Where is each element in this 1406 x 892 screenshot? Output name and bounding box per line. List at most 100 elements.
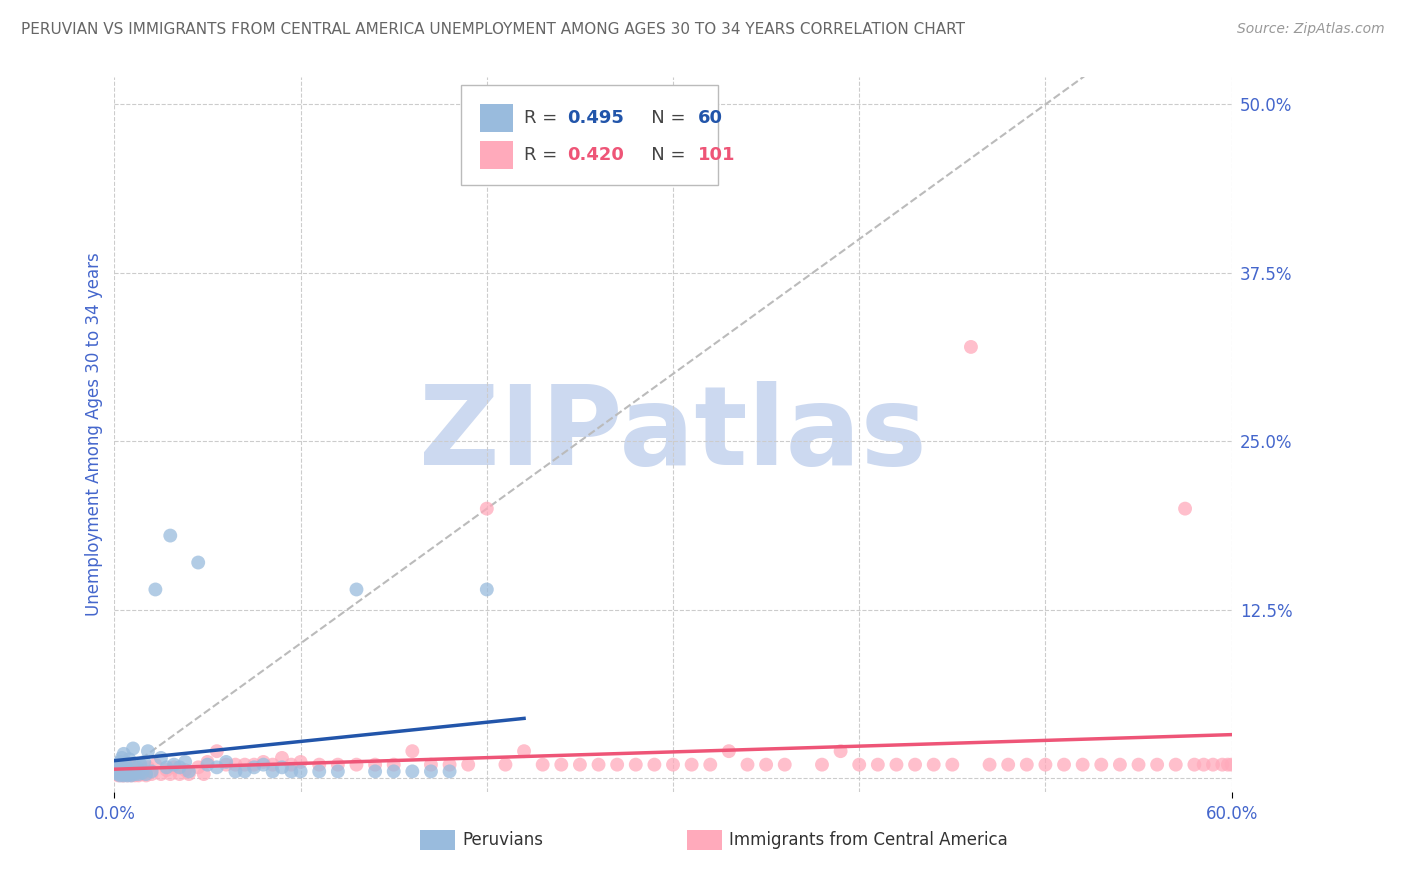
Point — [108, 767, 131, 781]
Point — [588, 757, 610, 772]
Point — [494, 757, 516, 772]
Point — [979, 757, 1001, 772]
Point — [1090, 757, 1112, 772]
Point — [112, 747, 135, 761]
Point — [141, 767, 163, 781]
Point — [346, 582, 368, 597]
Point — [135, 768, 157, 782]
Point — [149, 751, 172, 765]
Text: 101: 101 — [697, 146, 735, 164]
Point — [205, 744, 228, 758]
Point — [114, 767, 136, 781]
Point — [125, 760, 148, 774]
Point — [513, 744, 536, 758]
Point — [243, 757, 266, 772]
Point — [111, 760, 134, 774]
Point — [1164, 757, 1187, 772]
Point — [941, 757, 963, 772]
Point — [280, 757, 302, 772]
Point — [111, 751, 134, 765]
Point — [1220, 757, 1243, 772]
Point — [187, 760, 209, 774]
Point — [174, 755, 197, 769]
Point — [568, 757, 591, 772]
Point — [177, 764, 200, 779]
Point — [280, 764, 302, 779]
Point — [1109, 757, 1132, 772]
Point — [124, 767, 146, 781]
Point — [382, 757, 405, 772]
Text: 0.495: 0.495 — [567, 109, 624, 127]
Point — [117, 762, 139, 776]
Point — [364, 757, 387, 772]
Point — [233, 757, 256, 772]
Point — [145, 582, 167, 597]
Point — [215, 757, 238, 772]
Point — [346, 757, 368, 772]
Point — [326, 757, 349, 772]
Point — [107, 760, 129, 774]
Point — [262, 764, 284, 779]
Point — [118, 757, 141, 772]
Point — [112, 764, 135, 779]
Point — [811, 757, 834, 772]
Point — [215, 755, 238, 769]
Point — [163, 760, 186, 774]
Point — [439, 764, 461, 779]
Point — [1202, 757, 1225, 772]
Point — [108, 757, 131, 772]
Point — [717, 744, 740, 758]
Point — [128, 767, 150, 781]
Point — [117, 768, 139, 782]
Point — [1211, 757, 1233, 772]
Point — [155, 760, 177, 774]
Point — [243, 760, 266, 774]
Point — [643, 757, 665, 772]
Point — [401, 764, 423, 779]
Point — [262, 757, 284, 772]
Point — [326, 764, 349, 779]
Point — [624, 757, 647, 772]
Point — [120, 768, 142, 782]
Point — [134, 764, 156, 779]
Point — [290, 755, 312, 769]
Point — [111, 763, 134, 777]
Point — [145, 757, 167, 772]
Point — [125, 763, 148, 777]
Point — [107, 767, 129, 781]
Point — [475, 582, 498, 597]
Point — [848, 757, 870, 772]
Point — [439, 757, 461, 772]
Point — [155, 763, 177, 777]
Point — [382, 764, 405, 779]
Text: R =: R = — [524, 146, 564, 164]
Point — [107, 757, 129, 772]
Point — [960, 340, 983, 354]
Point — [122, 760, 145, 774]
Point — [308, 757, 330, 772]
Point — [1035, 757, 1057, 772]
Point — [118, 767, 141, 781]
Point — [224, 757, 246, 772]
Point — [149, 767, 172, 781]
Point — [606, 757, 628, 772]
Point — [922, 757, 945, 772]
Point — [1146, 757, 1168, 772]
Text: Source: ZipAtlas.com: Source: ZipAtlas.com — [1237, 22, 1385, 37]
Point — [129, 757, 152, 772]
Text: 0.420: 0.420 — [567, 146, 624, 164]
Point — [136, 760, 159, 774]
Point — [1216, 757, 1239, 772]
Point — [1071, 757, 1094, 772]
Text: PERUVIAN VS IMMIGRANTS FROM CENTRAL AMERICA UNEMPLOYMENT AMONG AGES 30 TO 34 YEA: PERUVIAN VS IMMIGRANTS FROM CENTRAL AMER… — [21, 22, 965, 37]
Point — [1192, 757, 1215, 772]
Point — [252, 757, 274, 772]
Point — [108, 755, 131, 769]
Point — [108, 763, 131, 777]
Text: N =: N = — [634, 146, 692, 164]
Point — [1015, 757, 1038, 772]
Point — [271, 760, 294, 774]
Point — [755, 757, 778, 772]
Point — [141, 764, 163, 779]
Point — [114, 757, 136, 772]
